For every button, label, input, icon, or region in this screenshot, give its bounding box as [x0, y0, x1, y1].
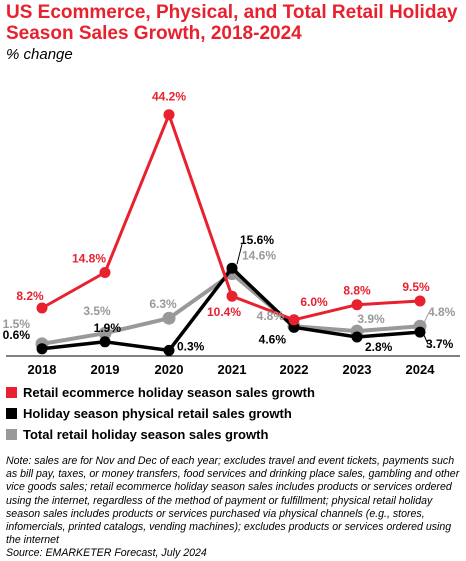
- data-point: [163, 344, 175, 356]
- legend-item-total: Total retail holiday season sales growth: [6, 426, 268, 442]
- data-point: [99, 336, 111, 348]
- x-tick-label: 2023: [343, 362, 372, 377]
- data-label: 4.8%: [428, 305, 456, 319]
- data-label: 3.9%: [357, 312, 385, 326]
- legend-label: Holiday season physical retail sales gro…: [23, 405, 292, 421]
- data-label: 14.8%: [72, 252, 106, 266]
- x-tick-label: 2024: [406, 362, 436, 377]
- data-label: 1.9%: [94, 321, 122, 335]
- data-label: 6.3%: [149, 297, 177, 311]
- legend-label: Retail ecommerce holiday season sales gr…: [23, 384, 315, 400]
- data-point: [226, 262, 238, 274]
- legend-swatch-gray: [6, 428, 17, 440]
- x-tick-label: 2022: [280, 362, 309, 377]
- data-label: 1.5%: [3, 317, 31, 331]
- data-point: [351, 299, 363, 311]
- data-point: [288, 314, 300, 326]
- data-point: [414, 326, 426, 338]
- chart-title: US Ecommerce, Physical, and Total Retail…: [6, 2, 458, 44]
- leader-line: [423, 334, 429, 345]
- chart-subtitle: % change: [6, 46, 73, 63]
- footnote: Note: sales are for Nov and Dec of each …: [6, 455, 462, 561]
- data-label: 2.8%: [365, 340, 393, 354]
- leader-line: [423, 314, 429, 324]
- data-point: [36, 302, 48, 314]
- legend-swatch-red: [6, 386, 17, 398]
- note-text: Note: sales are for Nov and Dec of each …: [6, 455, 460, 547]
- data-point: [414, 295, 426, 307]
- x-tick-label: 2018: [28, 362, 57, 377]
- x-tick-label: 2020: [155, 362, 184, 377]
- data-label: 10.4%: [207, 305, 241, 319]
- legend-label: Total retail holiday season sales growth: [23, 426, 269, 442]
- data-point: [99, 267, 111, 278]
- data-label: 9.5%: [402, 280, 430, 294]
- data-point: [226, 290, 238, 302]
- line-chart: 2018 2019 2020 2021 2022 2023 2024 8.2% 14.8% 44.…: [3, 90, 460, 377]
- data-label: 3.5%: [83, 304, 111, 318]
- data-point: [351, 331, 363, 343]
- data-label: 44.2%: [152, 90, 186, 104]
- data-label: 0.6%: [3, 328, 31, 342]
- data-label: 3.7%: [426, 337, 454, 351]
- legend-item-ecommerce: Retail ecommerce holiday season sales gr…: [6, 384, 315, 400]
- x-tick-label: 2019: [91, 362, 120, 377]
- data-point: [98, 326, 112, 340]
- legend-swatch-black: [6, 407, 17, 419]
- data-label: 15.6%: [240, 233, 274, 247]
- leader-line: [236, 244, 243, 265]
- data-point: [162, 311, 176, 325]
- data-label: 8.2%: [16, 289, 44, 303]
- data-label: 6.0%: [300, 295, 328, 309]
- x-tick-label: 2021: [218, 362, 247, 377]
- data-label: 4.8%: [257, 309, 285, 323]
- data-label: 8.8%: [343, 284, 371, 298]
- data-label: 0.3%: [177, 339, 205, 353]
- source-text: Source: EMARKETER Forecast, July 2024: [6, 547, 207, 560]
- data-label: 4.6%: [259, 332, 287, 346]
- legend-item-physical: Holiday season physical retail sales gro…: [6, 405, 292, 421]
- data-point: [36, 343, 48, 355]
- data-point: [163, 109, 175, 121]
- data-label: 14.6%: [242, 249, 276, 263]
